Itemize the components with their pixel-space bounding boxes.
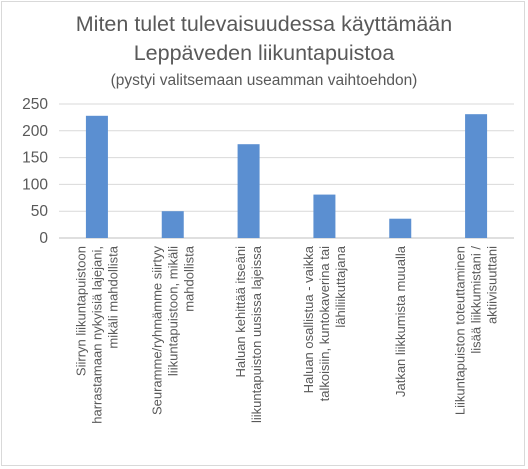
x-category-label: Seuramme/ryhmämme siirtyy liikuntapuistoo… bbox=[149, 245, 196, 415]
x-category-label: Haluan kehittää itseäni liikuntapuiston u… bbox=[233, 245, 264, 423]
x-category-label: Haluan osallistua - vaikka talkoisiin, ku… bbox=[301, 245, 348, 401]
x-category-label-line: Haluan kehittää itseäni bbox=[233, 246, 248, 378]
bar bbox=[465, 114, 488, 238]
y-tick-label: 200 bbox=[22, 123, 48, 140]
x-category-label-line: liikuntapuiston uusissa lajeissa bbox=[249, 245, 264, 423]
y-tick-label: 100 bbox=[22, 176, 48, 193]
y-tick-label: 0 bbox=[39, 230, 48, 247]
bar bbox=[313, 194, 336, 238]
y-tick-label: 150 bbox=[22, 150, 48, 167]
x-category-label: Liikuntapuiston toteuttaminen lisää liikk… bbox=[453, 246, 500, 416]
x-category-label-line: Seuramme/ryhmämme siirtyy bbox=[149, 246, 164, 416]
x-category-label: Siirryn liikuntapuistoon harrastamaan nyk… bbox=[73, 245, 120, 424]
x-category-label-line: talkoisiin, kuntokaverina tai bbox=[317, 246, 332, 401]
chart-title: Miten tulet tulevaisuudessa käyttämään bbox=[76, 12, 452, 36]
chart-subtitle: (pystyi valitsemaan useamman vaihtoehdon… bbox=[111, 72, 418, 89]
x-category-label-line: liikuntapuistoon, mikäli bbox=[165, 246, 180, 376]
x-category-label-line: mikäli mahdollista bbox=[105, 245, 120, 348]
x-category-label-line: Jatkan liikkumista muualla bbox=[393, 245, 408, 397]
x-category-label-line: lisää liikkumistani / bbox=[469, 246, 484, 354]
x-category-label: Jatkan liikkumista muualla bbox=[393, 245, 408, 397]
bars bbox=[85, 114, 488, 238]
y-axis-tick-labels: 0 50 100 150 200 250 bbox=[22, 96, 48, 247]
chart-title-line2: Leppäveden liikuntapuistoa bbox=[134, 41, 395, 65]
y-tick-label: 250 bbox=[22, 96, 48, 113]
x-category-label-line: aktiivisuuttani bbox=[485, 246, 500, 324]
x-category-label-line: lähiliikuttajana bbox=[333, 245, 348, 327]
y-tick-label: 50 bbox=[31, 203, 49, 220]
x-category-label-line: mahdollista bbox=[181, 245, 196, 312]
x-category-label-line: Haluan osallistua - vaikka bbox=[301, 245, 316, 393]
bar bbox=[161, 211, 184, 238]
bar bbox=[389, 218, 412, 238]
x-category-label-line: harrastamaan nykyisiä lajejani, bbox=[89, 246, 104, 424]
x-axis-category-labels: Siirryn liikuntapuistoon harrastamaan nyk… bbox=[73, 245, 499, 424]
bar bbox=[85, 115, 108, 238]
x-category-label-line: Liikuntapuiston toteuttaminen bbox=[453, 246, 468, 415]
gridlines bbox=[59, 103, 514, 239]
x-category-label-line: Siirryn liikuntapuistoon bbox=[73, 246, 88, 376]
bar bbox=[237, 144, 260, 238]
